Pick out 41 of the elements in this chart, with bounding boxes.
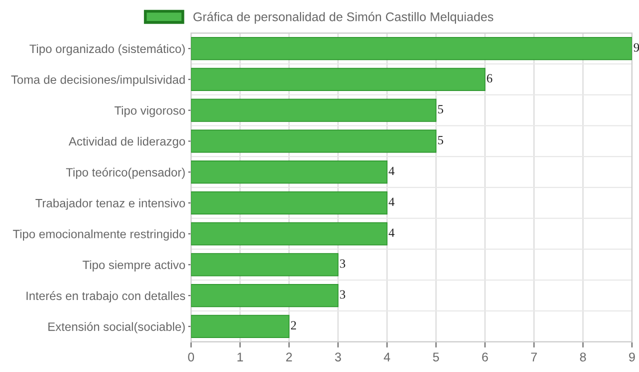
- data-label: 9: [634, 43, 639, 52]
- y-tick-label: Actividad de liderazgo: [68, 136, 186, 148]
- data-label: 5: [438, 136, 444, 144]
- y-tick-label: Tipo vigoroso: [114, 106, 186, 118]
- bar: [191, 37, 632, 60]
- bar: [191, 222, 388, 246]
- legend-label: Gráfica de personalidad de Simón Castillo Melquiades: [193, 12, 494, 24]
- x-tick-label: 9: [629, 352, 635, 362]
- data-label: 5: [438, 105, 444, 114]
- y-tick-label: Tipo siempre activo: [82, 260, 186, 272]
- y-tick-label: Trabajador tenaz e intensivo: [36, 198, 186, 210]
- bar: [191, 284, 338, 308]
- x-tick-label: 3: [335, 352, 341, 362]
- y-tick-label: Tipo emocionalmente restringido: [12, 229, 186, 241]
- y-tick-label: Tipo teórico(pensador): [66, 168, 185, 179]
- bar: [191, 160, 388, 184]
- x-tick-label: 2: [286, 352, 292, 362]
- data-label: 3: [340, 259, 346, 268]
- data-label: 6: [486, 74, 492, 83]
- x-tick-label: 6: [482, 352, 488, 362]
- x-tick-label: 1: [238, 352, 243, 362]
- bar: [191, 191, 388, 214]
- x-tick-label: 7: [531, 352, 537, 362]
- bar: [191, 68, 486, 91]
- x-tick-label: 0: [188, 352, 194, 362]
- data-label: 3: [340, 290, 346, 299]
- data-label: 4: [388, 228, 394, 237]
- data-label: 2: [290, 321, 296, 330]
- bar: [191, 314, 290, 338]
- data-label: 4: [388, 198, 394, 206]
- y-tick-label: Extensión social(sociable): [48, 322, 185, 334]
- y-tick-label: Toma de decisiones/impulsividad: [11, 75, 185, 86]
- bar: [191, 253, 338, 276]
- x-tick-label: 5: [433, 352, 439, 362]
- y-tick-label: Interés en trabajo con detalles: [26, 291, 186, 302]
- x-tick-label: 4: [384, 352, 390, 362]
- bar: [191, 98, 436, 122]
- bar: [191, 130, 436, 153]
- y-tick-label: Tipo organizado (sistemático): [30, 44, 185, 56]
- x-tick-label: 8: [580, 352, 586, 362]
- data-label: 4: [388, 166, 394, 176]
